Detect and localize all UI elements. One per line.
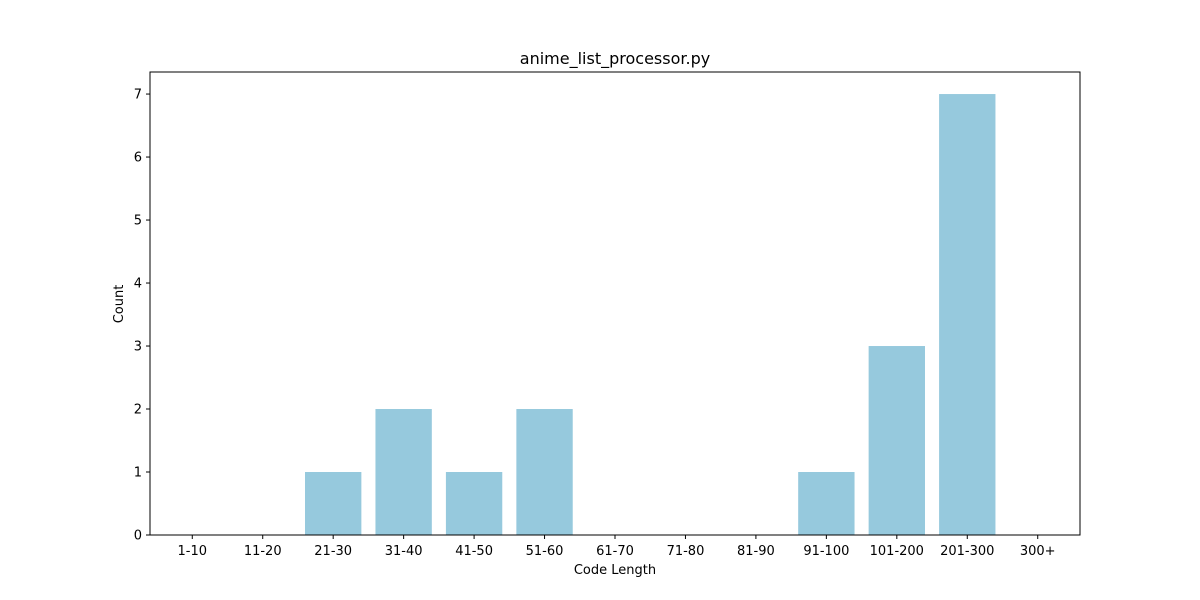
x-tick-label: 81-90	[737, 544, 775, 559]
x-tick-label: 51-60	[526, 544, 564, 559]
bar-51-60	[516, 409, 573, 535]
x-tick-label: 201-300	[940, 544, 994, 559]
y-tick-label: 7	[134, 88, 142, 103]
x-tick-label: 11-20	[244, 544, 282, 559]
x-tick-label: 1-10	[178, 544, 208, 559]
y-tick-label: 2	[134, 403, 142, 418]
x-axis: 1-10 11-20 21-30 31-40 41-50 51-60 61-70 71-80 8…	[178, 535, 1056, 559]
y-tick-label: 5	[134, 214, 142, 229]
y-tick-label: 6	[134, 151, 142, 166]
x-axis-label: Code Length	[574, 563, 656, 578]
bar-101-200	[868, 346, 925, 535]
bar-91-100	[798, 472, 855, 535]
x-tick-label: 71-80	[667, 544, 705, 559]
bar-31-40	[375, 409, 432, 535]
y-tick-label: 0	[134, 529, 142, 544]
y-tick-label: 3	[134, 340, 142, 355]
bar-21-30	[305, 472, 362, 535]
bars-group	[305, 94, 996, 536]
x-tick-label: 41-50	[455, 544, 493, 559]
bar-41-50	[445, 472, 503, 535]
bar-201-300	[939, 94, 996, 536]
x-tick-label: 91-100	[803, 544, 849, 559]
y-tick-label: 4	[134, 277, 142, 292]
x-tick-label: 31-40	[385, 544, 423, 559]
chart-title: anime_list_processor.py	[520, 49, 710, 69]
x-tick-label: 300+	[1020, 544, 1056, 559]
y-tick-label: 1	[134, 466, 142, 481]
y-axis-label: Count	[112, 285, 127, 324]
y-axis: 0 1 2 3 4 5 6 7	[134, 88, 150, 544]
x-tick-label: 61-70	[596, 544, 634, 559]
x-tick-label: 21-30	[314, 544, 352, 559]
x-tick-label: 101-200	[870, 544, 924, 559]
